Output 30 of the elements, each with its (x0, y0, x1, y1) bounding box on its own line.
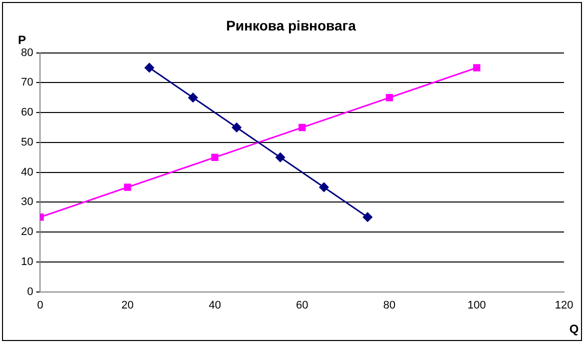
point (362, 212, 372, 222)
x-tick-label: 80 (383, 299, 396, 312)
y-tick-label: 70 (20, 76, 34, 89)
y-axis-title: P (18, 33, 26, 48)
point (124, 184, 132, 191)
point (188, 92, 198, 102)
point (232, 122, 242, 132)
point (319, 182, 329, 192)
x-tick-label: 20 (121, 299, 134, 312)
point (473, 64, 480, 72)
point (276, 152, 286, 162)
point (298, 124, 306, 132)
point (144, 62, 154, 72)
chart-title: Ринкова рівновага (226, 17, 356, 34)
y-tick-label: 40 (20, 166, 34, 178)
x-tick-label: 120 (554, 299, 574, 312)
y-tick-label: 0 (27, 286, 34, 298)
point (386, 94, 393, 102)
x-tick-label: 0 (37, 299, 44, 312)
y-tick-label: 20 (20, 226, 34, 238)
x-axis-title: Q (569, 322, 579, 336)
y-tick-label: 60 (20, 106, 34, 119)
x-tick-label: 60 (296, 299, 308, 312)
x-tick-label: 40 (208, 299, 221, 312)
y-tick-label: 10 (20, 256, 34, 268)
y-tick-label: 50 (20, 136, 34, 148)
y-tick-label: 30 (20, 196, 34, 208)
y-tick-label: 80 (20, 46, 34, 59)
point (211, 154, 218, 161)
x-tick-label: 100 (468, 299, 486, 312)
